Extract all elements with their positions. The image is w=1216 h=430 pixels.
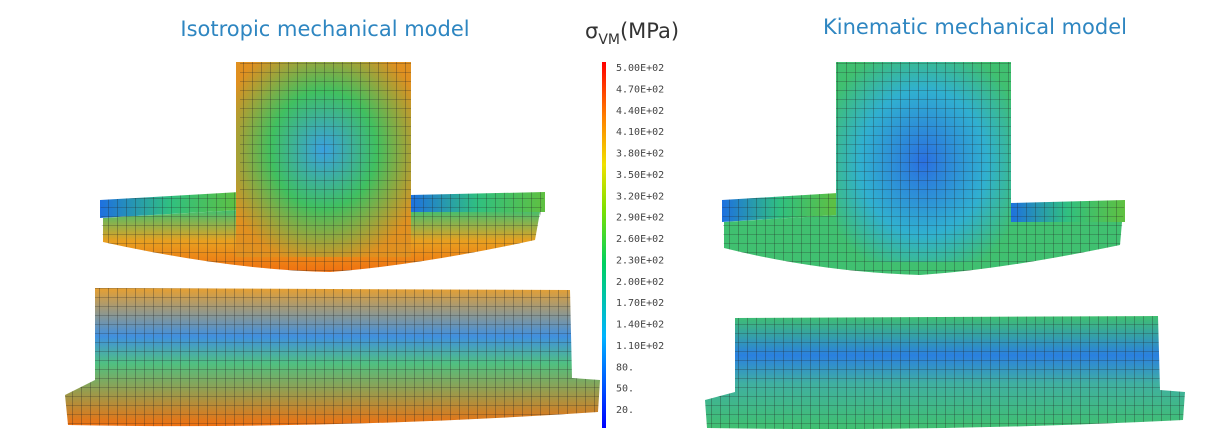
colorbar-label: 4.10E+02: [616, 127, 664, 138]
colorbar-label: 1.70E+02: [616, 298, 664, 309]
kinematic-indentation: [722, 62, 1125, 275]
colorbar-label: 2.00E+02: [616, 277, 664, 288]
isotropic-indentation: [100, 62, 545, 272]
colorbar-label: 50.: [616, 384, 634, 395]
colorbar-label: 3.50E+02: [616, 170, 664, 181]
kinematic-flat: [705, 316, 1185, 429]
right-title: Kinematic mechanical model: [823, 15, 1127, 39]
colorbar-title: σVM(MPa): [585, 19, 679, 48]
colorbar-label: 2.90E+02: [616, 213, 664, 224]
isotropic-flat: [65, 288, 600, 427]
colorbar-label: 2.60E+02: [616, 234, 664, 245]
colorbar-label: 20.: [616, 405, 634, 416]
colorbar-label: 80.: [616, 362, 634, 373]
colorbar-label: 3.20E+02: [616, 191, 664, 202]
colorbar-label: 1.40E+02: [616, 320, 664, 331]
colorbar-label: 5.00E+02: [616, 63, 664, 74]
symbol: σ: [585, 19, 598, 43]
left-title: Isotropic mechanical model: [180, 17, 469, 41]
colorbar-label: 4.70E+02: [616, 84, 664, 95]
colorbar-label: 1.10E+02: [616, 341, 664, 352]
colorbar-label: 3.80E+02: [616, 149, 664, 160]
colorbar-label: 2.30E+02: [616, 255, 664, 266]
subscript: VM: [598, 32, 620, 48]
colorbar-label: 4.40E+02: [616, 106, 664, 117]
colorbar: [602, 62, 606, 428]
unit: (MPa): [620, 19, 679, 43]
